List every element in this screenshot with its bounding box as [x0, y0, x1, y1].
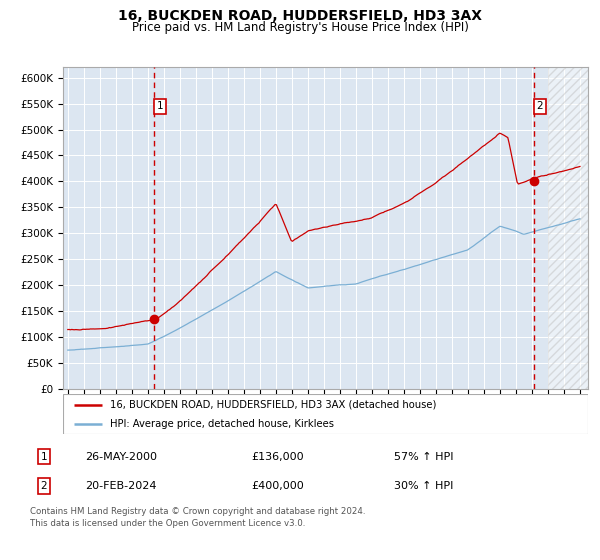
Text: 2: 2 — [40, 481, 47, 491]
Text: Price paid vs. HM Land Registry's House Price Index (HPI): Price paid vs. HM Land Registry's House … — [131, 21, 469, 34]
Text: 57% ↑ HPI: 57% ↑ HPI — [394, 451, 454, 461]
Text: £136,000: £136,000 — [251, 451, 304, 461]
Text: 16, BUCKDEN ROAD, HUDDERSFIELD, HD3 3AX: 16, BUCKDEN ROAD, HUDDERSFIELD, HD3 3AX — [118, 9, 482, 23]
Text: 1: 1 — [40, 451, 47, 461]
FancyBboxPatch shape — [63, 394, 588, 434]
Text: 16, BUCKDEN ROAD, HUDDERSFIELD, HD3 3AX (detached house): 16, BUCKDEN ROAD, HUDDERSFIELD, HD3 3AX … — [110, 400, 437, 410]
Text: 26-MAY-2000: 26-MAY-2000 — [85, 451, 157, 461]
Bar — [548, 67, 600, 389]
Text: 30% ↑ HPI: 30% ↑ HPI — [394, 481, 454, 491]
Text: 20-FEB-2024: 20-FEB-2024 — [85, 481, 157, 491]
Text: £400,000: £400,000 — [251, 481, 304, 491]
Text: 2: 2 — [536, 101, 543, 111]
Text: Contains HM Land Registry data © Crown copyright and database right 2024.
This d: Contains HM Land Registry data © Crown c… — [30, 507, 365, 528]
Text: HPI: Average price, detached house, Kirklees: HPI: Average price, detached house, Kirk… — [110, 418, 334, 428]
Text: 1: 1 — [157, 101, 163, 111]
